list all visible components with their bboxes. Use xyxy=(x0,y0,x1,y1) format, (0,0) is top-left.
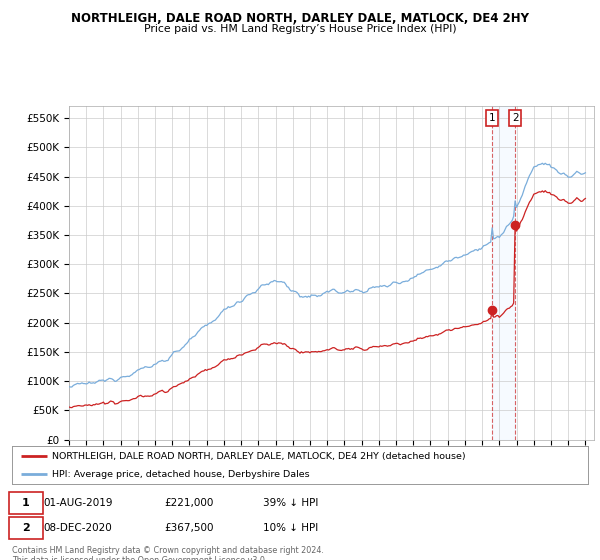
Text: 1: 1 xyxy=(489,113,496,123)
FancyBboxPatch shape xyxy=(9,492,43,514)
Text: HPI: Average price, detached house, Derbyshire Dales: HPI: Average price, detached house, Derb… xyxy=(52,470,310,479)
FancyBboxPatch shape xyxy=(9,517,43,539)
Text: Contains HM Land Registry data © Crown copyright and database right 2024.
This d: Contains HM Land Registry data © Crown c… xyxy=(12,546,324,560)
Text: 10% ↓ HPI: 10% ↓ HPI xyxy=(263,524,318,534)
Text: 2: 2 xyxy=(512,113,518,123)
Bar xyxy=(492,106,515,440)
Text: Price paid vs. HM Land Registry’s House Price Index (HPI): Price paid vs. HM Land Registry’s House … xyxy=(143,24,457,34)
Text: £367,500: £367,500 xyxy=(164,524,214,534)
Text: 08-DEC-2020: 08-DEC-2020 xyxy=(44,524,112,534)
Text: 39% ↓ HPI: 39% ↓ HPI xyxy=(263,498,318,508)
Text: NORTHLEIGH, DALE ROAD NORTH, DARLEY DALE, MATLOCK, DE4 2HY: NORTHLEIGH, DALE ROAD NORTH, DARLEY DALE… xyxy=(71,12,529,25)
Text: 2: 2 xyxy=(22,524,29,534)
Text: 01-AUG-2019: 01-AUG-2019 xyxy=(44,498,113,508)
Text: £221,000: £221,000 xyxy=(164,498,214,508)
Text: 1: 1 xyxy=(22,498,29,508)
Text: NORTHLEIGH, DALE ROAD NORTH, DARLEY DALE, MATLOCK, DE4 2HY (detached house): NORTHLEIGH, DALE ROAD NORTH, DARLEY DALE… xyxy=(52,452,466,461)
